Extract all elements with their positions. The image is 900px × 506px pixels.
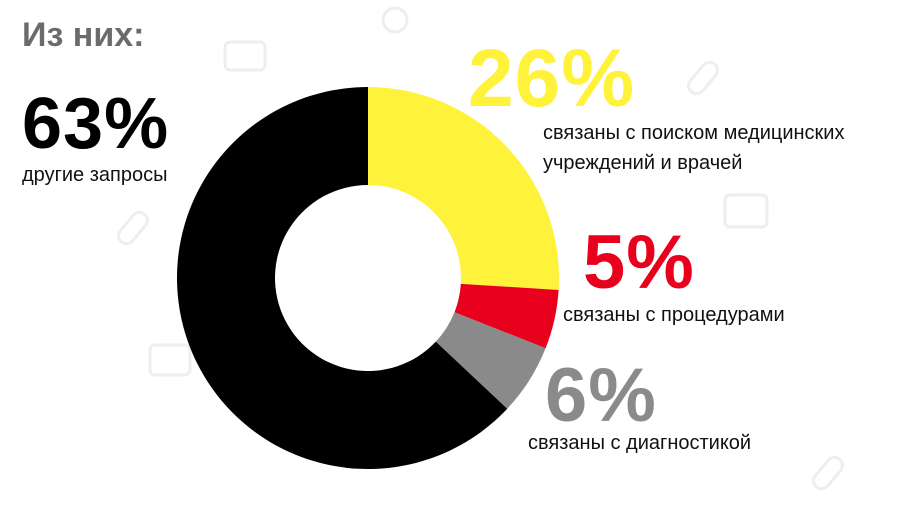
donut-slice — [177, 87, 508, 469]
donut-slice — [368, 87, 559, 290]
donut-slice — [435, 312, 546, 409]
percent-label: 5% — [583, 220, 695, 305]
percent-label: 26% — [468, 33, 636, 124]
slice-description: другие запросы — [22, 164, 168, 186]
slice-description: связаны с поиском медицинских учреждений… — [543, 122, 845, 174]
chart-title: Из них: — [22, 16, 145, 54]
percent-label: 6% — [545, 353, 657, 438]
donut-slice — [454, 283, 559, 349]
background-icons — [117, 6, 844, 491]
slice-description: связаны с диагностикой — [528, 432, 752, 454]
percent-label: 63% — [22, 84, 170, 164]
slice-description: связаны с процедурами — [563, 304, 785, 326]
